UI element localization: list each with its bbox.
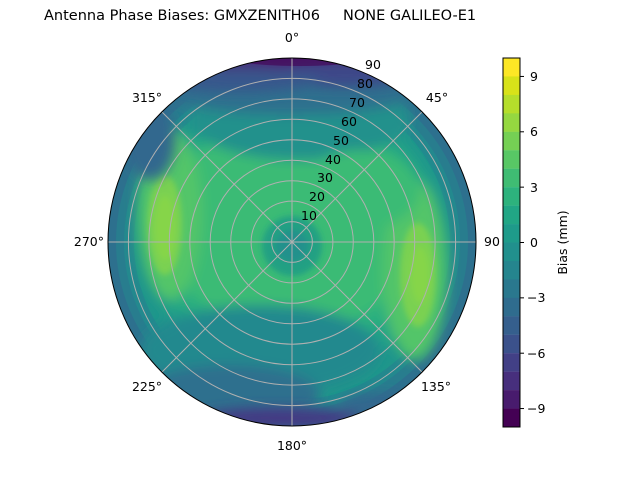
polar-frame xyxy=(107,57,477,427)
angle-label-225: 225° xyxy=(132,379,162,394)
angle-label-180: 180° xyxy=(277,438,307,453)
colorbar-tick-9: 9 xyxy=(530,69,538,84)
angle-label-315: 315° xyxy=(132,90,162,105)
colorbar-tick-0: 0 xyxy=(530,235,538,250)
colorbar-tick-neg6: −6 xyxy=(527,346,545,361)
angle-label-135: 135° xyxy=(421,379,451,394)
angle-label-45: 45° xyxy=(426,90,448,105)
colorbar-tick-6: 6 xyxy=(530,124,538,139)
polar-contour-field xyxy=(108,58,476,426)
radial-label-50: 50 xyxy=(333,133,349,148)
radial-label-90: 90 xyxy=(365,57,381,72)
angular-grid xyxy=(108,58,476,426)
angle-label-0: 0° xyxy=(285,30,299,45)
chart-title-left: Antenna Phase Biases: GMXZENITH06 xyxy=(44,8,320,24)
colorbar-tick-3: 3 xyxy=(530,180,538,195)
colorbar-label: Bias (mm) xyxy=(555,210,570,274)
radial-label-10: 10 xyxy=(301,208,317,223)
colorbar-tick-neg9: −9 xyxy=(527,401,545,416)
chart-title-right: NONE GALILEO-E1 xyxy=(343,8,477,24)
chart-title: Antenna Phase Biases: GMXZENITH06 NONE G… xyxy=(44,8,476,24)
radial-label-40: 40 xyxy=(325,152,341,167)
radial-label-70: 70 xyxy=(349,95,365,110)
radial-label-80: 80 xyxy=(357,76,373,91)
radial-label-30: 30 xyxy=(317,170,333,185)
angle-label-270: 270° xyxy=(74,234,104,249)
colorbar: 9 6 3 0 −3 −6 −9 Bias (mm) xyxy=(502,57,570,428)
radial-label-20: 20 xyxy=(309,189,325,204)
radial-tick-labels: 10 20 30 40 50 60 70 80 90 xyxy=(301,57,381,223)
colorbar-tick-neg3: −3 xyxy=(527,290,545,305)
radial-label-60: 60 xyxy=(341,114,357,129)
angle-label-90: 90 xyxy=(484,234,500,249)
